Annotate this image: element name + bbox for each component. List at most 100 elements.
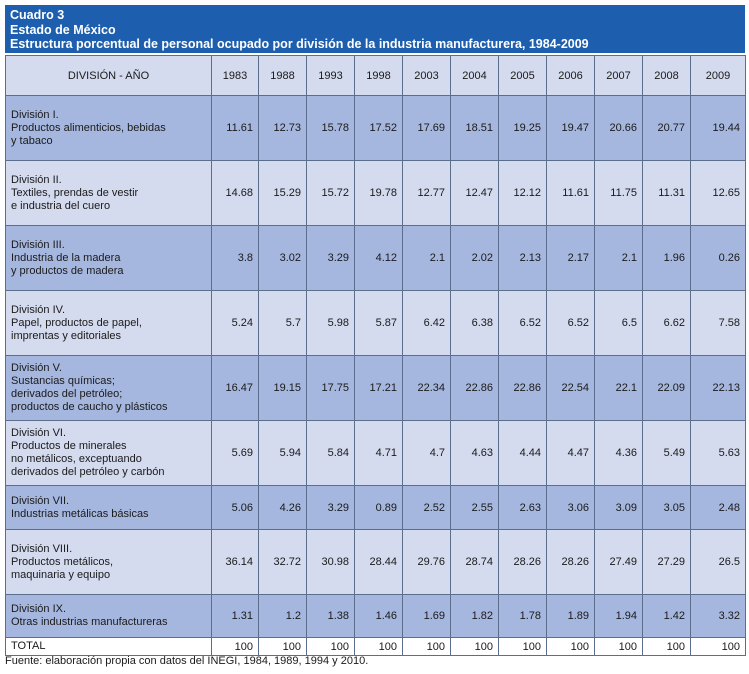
- year-header: 2007: [594, 55, 643, 96]
- value-cell: 5.94: [258, 420, 307, 486]
- division-label-line: Textiles, prendas de vestir: [11, 186, 139, 199]
- total-cell: 100: [594, 637, 643, 656]
- value-cell: 1.46: [354, 594, 403, 638]
- division-label-line: no metálicos, exceptuando: [11, 453, 142, 465]
- year-header: 1983: [211, 55, 259, 96]
- value-cell: 3.32: [690, 594, 746, 638]
- value-cell: 4.44: [498, 420, 547, 486]
- total-cell: 100: [642, 637, 691, 656]
- caption-title: Estructura porcentual de personal ocupad…: [10, 37, 589, 51]
- value-cell: 0.26: [690, 225, 746, 291]
- value-cell: 1.31: [211, 594, 259, 638]
- division-label: División VI. Productos de minerales no met…: [5, 420, 212, 486]
- year-header: 2003: [402, 55, 451, 96]
- value-cell: 1.89: [546, 594, 595, 638]
- division-label: División VIII. Productos metálicos, maquin…: [5, 529, 212, 595]
- value-cell: 1.96: [642, 225, 691, 291]
- year-header: 2009: [690, 55, 746, 96]
- value-cell: 30.98: [306, 529, 355, 595]
- value-cell: 22.86: [450, 355, 499, 421]
- total-cell: 100: [258, 637, 307, 656]
- value-cell: 6.62: [642, 290, 691, 356]
- value-cell: 4.71: [354, 420, 403, 486]
- value-cell: 12.73: [258, 95, 307, 161]
- value-cell: 22.13: [690, 355, 746, 421]
- value-cell: 6.52: [546, 290, 595, 356]
- value-cell: 11.61: [211, 95, 259, 161]
- division-label-line: Papel, productos de papel,: [11, 316, 142, 329]
- value-cell: 19.44: [690, 95, 746, 161]
- value-cell: 26.5: [690, 529, 746, 595]
- total-row: TOTAL 100 100 100 100 100 100 100 100 100 100 100: [5, 637, 746, 656]
- division-label-line: División II.: [11, 173, 62, 186]
- value-cell: 20.66: [594, 95, 643, 161]
- value-cell: 3.02: [258, 225, 307, 291]
- year-header: 2004: [450, 55, 499, 96]
- value-cell: 12.65: [690, 160, 746, 226]
- division-label-line: División IX.: [11, 603, 67, 615]
- total-cell: 100: [450, 637, 499, 656]
- value-cell: 17.69: [402, 95, 451, 161]
- value-cell: 1.69: [402, 594, 451, 638]
- value-cell: 19.47: [546, 95, 595, 161]
- value-cell: 3.29: [306, 225, 355, 291]
- division-label-line: Industria de la madera: [11, 251, 121, 264]
- value-cell: 5.49: [642, 420, 691, 486]
- total-cell: 100: [211, 637, 259, 656]
- value-cell: 14.68: [211, 160, 259, 226]
- division-label-line: Productos metálicos,: [11, 555, 114, 568]
- value-cell: 11.61: [546, 160, 595, 226]
- value-cell: 28.74: [450, 529, 499, 595]
- year-header: 2005: [498, 55, 547, 96]
- value-cell: 22.54: [546, 355, 595, 421]
- value-cell: 36.14: [211, 529, 259, 595]
- value-cell: 19.25: [498, 95, 547, 161]
- value-cell: 3.8: [211, 225, 259, 291]
- division-label-line: Productos de minerales: [11, 440, 127, 452]
- value-cell: 28.26: [498, 529, 547, 595]
- value-cell: 2.48: [690, 485, 746, 530]
- year-header: 2006: [546, 55, 595, 96]
- value-cell: 2.1: [594, 225, 643, 291]
- year-header: 1998: [354, 55, 403, 96]
- table-row: División II. Textiles, prendas de vestir e…: [5, 160, 746, 226]
- value-cell: 1.2: [258, 594, 307, 638]
- division-label: División IX. Otras industrias manufacture…: [5, 594, 212, 638]
- value-cell: 15.72: [306, 160, 355, 226]
- total-cell: 100: [498, 637, 547, 656]
- value-cell: 27.29: [642, 529, 691, 595]
- value-cell: 20.77: [642, 95, 691, 161]
- value-cell: 11.31: [642, 160, 691, 226]
- table-row: División I. Productos alimenticios, bebid…: [5, 95, 746, 161]
- caption-state: Estado de México: [10, 22, 116, 37]
- value-cell: 1.42: [642, 594, 691, 638]
- value-cell: 6.42: [402, 290, 451, 356]
- total-cell: 100: [402, 637, 451, 656]
- division-label-line: imprentas y editoriales: [11, 329, 122, 342]
- table-caption: Cuadro 3 Estado de México Estructura por…: [5, 5, 745, 53]
- value-cell: 27.49: [594, 529, 643, 595]
- division-label-line: División VII.: [11, 494, 70, 507]
- division-label-line: División I.: [11, 108, 59, 121]
- value-cell: 2.1: [402, 225, 451, 291]
- value-cell: 3.29: [306, 485, 355, 530]
- value-cell: 6.52: [498, 290, 547, 356]
- header-row: DIVISIÓN - AÑO 1983 1988 1993 1998 2003 …: [5, 55, 746, 96]
- value-cell: 5.24: [211, 290, 259, 356]
- division-label-line: derivados del petróleo y carbón: [11, 466, 165, 478]
- total-cell: 100: [306, 637, 355, 656]
- value-cell: 5.98: [306, 290, 355, 356]
- value-cell: 12.12: [498, 160, 547, 226]
- division-label: División I. Productos alimenticios, bebid…: [5, 95, 212, 161]
- value-cell: 15.29: [258, 160, 307, 226]
- division-label-line: Industrias metálicas básicas: [11, 507, 149, 520]
- table-row: División III. Industria de la madera y pro…: [5, 225, 746, 291]
- value-cell: 18.51: [450, 95, 499, 161]
- division-label-line: División VI.: [11, 427, 67, 439]
- value-cell: 12.47: [450, 160, 499, 226]
- value-cell: 4.7: [402, 420, 451, 486]
- table-row: División VIII. Productos metálicos, maquin…: [5, 529, 746, 595]
- value-cell: 6.5: [594, 290, 643, 356]
- division-label: División IV. Papel, productos de papel, im…: [5, 290, 212, 356]
- value-cell: 2.17: [546, 225, 595, 291]
